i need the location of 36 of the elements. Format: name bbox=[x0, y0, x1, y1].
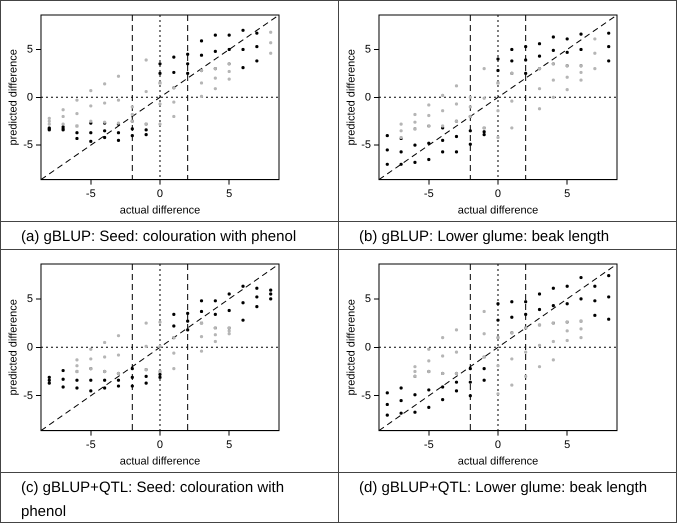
y-axis-title: predicted difference bbox=[346, 49, 358, 146]
x-axis-title: actual difference bbox=[120, 455, 200, 468]
y-tick-label: 5 bbox=[26, 292, 33, 305]
y-tick-label: 5 bbox=[364, 43, 371, 56]
y-tick-label: -5 bbox=[361, 390, 371, 402]
text: (d) gBLUP+QTL: Lower glume: beak length bbox=[338, 473, 675, 523]
x-axis-title: actual difference bbox=[458, 455, 538, 468]
x-tick-label: 5 bbox=[226, 188, 232, 200]
y-tick-label: -5 bbox=[361, 139, 371, 152]
y-tick-label: 0 bbox=[364, 341, 371, 354]
y-axis-title: predicted difference bbox=[8, 49, 20, 146]
x-tick-label: 5 bbox=[564, 439, 570, 452]
x-axis-title: actual difference bbox=[120, 204, 200, 216]
x-tick-label: 5 bbox=[564, 188, 570, 200]
x-tick-label: 0 bbox=[494, 188, 502, 200]
x-tick-label: 0 bbox=[156, 188, 164, 200]
x-axis-title: actual difference bbox=[458, 204, 538, 216]
y-axis-title: predicted difference bbox=[346, 299, 358, 396]
y-tick-label: 5 bbox=[364, 292, 371, 305]
y-tick-label: -5 bbox=[23, 139, 33, 152]
x-tick-label: -5 bbox=[424, 188, 434, 200]
y-axis-title: predicted difference bbox=[8, 299, 20, 396]
x-tick-label: 0 bbox=[494, 439, 502, 452]
text: (a) gBLUP: Seed: colouration with phenol bbox=[20, 227, 298, 247]
x-tick-label: 0 bbox=[156, 439, 164, 452]
text: (c) gBLUP+QTL: Seed: colouration with phenol bbox=[20, 478, 286, 522]
x-tick-label: 5 bbox=[226, 439, 232, 452]
y-tick-label: 0 bbox=[364, 91, 371, 104]
y-tick-label: -5 bbox=[23, 390, 33, 402]
y-tick-label: 0 bbox=[26, 91, 33, 104]
x-tick-label: -5 bbox=[424, 439, 434, 452]
x-tick-label: -5 bbox=[86, 188, 96, 200]
text: (b) gBLUP: Lower glume: beak length bbox=[338, 222, 675, 249]
y-tick-label: 0 bbox=[26, 341, 33, 354]
x-tick-label: -5 bbox=[86, 439, 96, 452]
y-tick-label: 5 bbox=[26, 43, 33, 56]
